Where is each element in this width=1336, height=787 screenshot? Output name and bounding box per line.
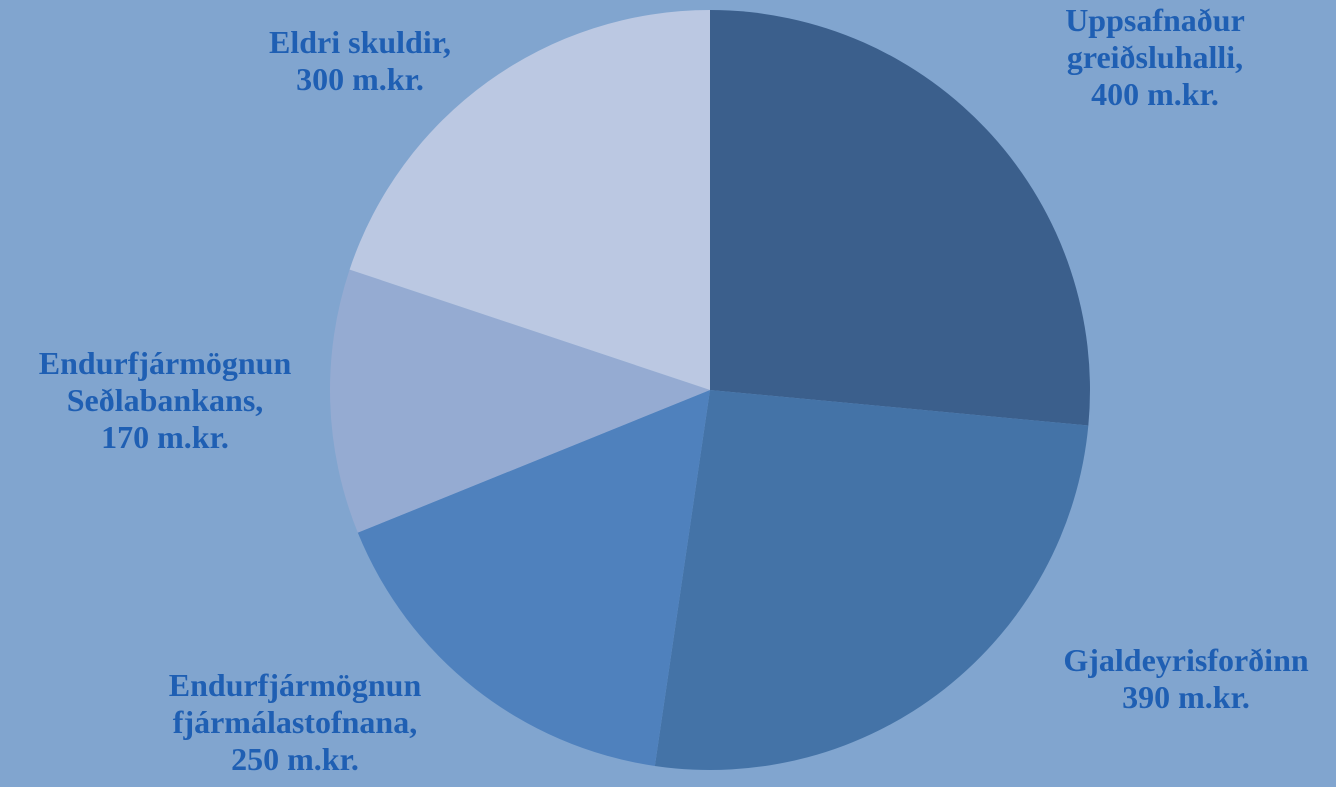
slice-label-line: 300 m.kr. bbox=[296, 61, 424, 97]
slice-label-line: Uppsafnaður bbox=[1065, 2, 1245, 38]
slice-label-line: 400 m.kr. bbox=[1091, 76, 1219, 112]
slice-label-line: fjármálastofnana, bbox=[172, 704, 418, 740]
slice-label-line: greiðsluhalli, bbox=[1066, 39, 1244, 75]
pie-slice-gjaldeyrisfordinn bbox=[654, 390, 1089, 770]
slice-label-line: Endurfjármögnun bbox=[38, 345, 292, 381]
slice-label-line: Seðlabankans, bbox=[66, 382, 264, 418]
slice-label-eldri-skuldir: Eldri skuldir, 300 m.kr. bbox=[220, 24, 500, 98]
slice-label-uppsafnadur-greidsluhalli: Uppsafnaður greiðsluhalli, 400 m.kr. bbox=[1030, 2, 1280, 113]
slice-label-line: Eldri skuldir, bbox=[268, 24, 451, 60]
pie-slice-endurfjarmognun-fjarmalastofnana bbox=[357, 390, 710, 766]
slice-label-line: 250 m.kr. bbox=[231, 741, 359, 777]
pie-slice-uppsafnadur-greidsluhalli bbox=[710, 10, 1090, 426]
slice-label-line: Gjaldeyrisforðinn bbox=[1063, 642, 1309, 678]
slice-label-endurfjarmognun-sedlabankans: Endurfjármögnun Seðlabankans, 170 m.kr. bbox=[0, 345, 330, 456]
pie-slice-eldri-skuldir bbox=[349, 10, 710, 390]
slice-label-line: 170 m.kr. bbox=[101, 419, 229, 455]
slice-label-gjaldeyrisfordinn: Gjaldeyrisforðinn 390 m.kr. bbox=[1036, 642, 1336, 716]
slice-label-endurfjarmognun-fjarmalastofnana: Endurfjármögnun fjármálastofnana, 250 m.… bbox=[135, 667, 455, 778]
pie-slice-endurfjarmognun-sedlabankans bbox=[329, 269, 710, 533]
slice-label-line: Endurfjármögnun bbox=[168, 667, 422, 703]
slice-label-line: 390 m.kr. bbox=[1122, 679, 1250, 715]
